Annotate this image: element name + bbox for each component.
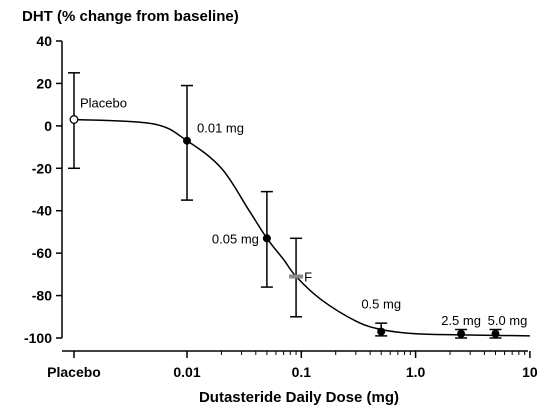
data-point: [69, 115, 79, 124]
y-tick-label: 40: [36, 33, 52, 49]
point-label: 0.5 mg: [361, 297, 401, 312]
axes: 40 20 0 -20 -40 -60 -80 -100 Placebo 0.01 0.1 1.0 10: [24, 33, 538, 380]
fitted-curve: [73, 118, 530, 337]
data-point: [457, 329, 466, 338]
point-label: 2.5 mg: [441, 313, 481, 328]
x-tick-label: 0.1: [292, 364, 312, 380]
x-tick-label: 1.0: [406, 364, 426, 380]
y-tick-label: 0: [44, 118, 52, 134]
y-tick-label: -60: [32, 245, 52, 261]
x-tick-label: 10: [522, 364, 538, 380]
fit-curve-line: [73, 118, 530, 337]
point-label: 5.0 mg: [488, 313, 528, 328]
x-tick-label: Placebo: [47, 364, 101, 380]
y-tick-label: -80: [32, 288, 52, 304]
data-point: [491, 329, 500, 338]
data-marks: Placebo 0.01 mg 0.05 mg F 0.5 mg 2.5 mg 5.0 mg: [68, 72, 528, 339]
x-axis-label: Dutasteride Daily Dose (mg): [199, 389, 399, 406]
x-tick-label: 0.01: [173, 364, 200, 380]
point-label: 0.01 mg: [197, 121, 244, 136]
data-point: [183, 136, 191, 145]
point-label: 0.05 mg: [212, 231, 259, 246]
data-point: [262, 234, 271, 243]
y-tick-label: -100: [24, 330, 52, 346]
y-tick-label: 20: [36, 75, 52, 91]
point-label: F: [304, 269, 312, 284]
y-tick-label: -20: [32, 160, 52, 176]
data-point: [289, 274, 304, 279]
point-label: Placebo: [80, 95, 127, 110]
data-point: [377, 327, 386, 336]
y-tick-label: -40: [32, 203, 52, 219]
chart-title: DHT (% change from baseline): [22, 8, 239, 25]
